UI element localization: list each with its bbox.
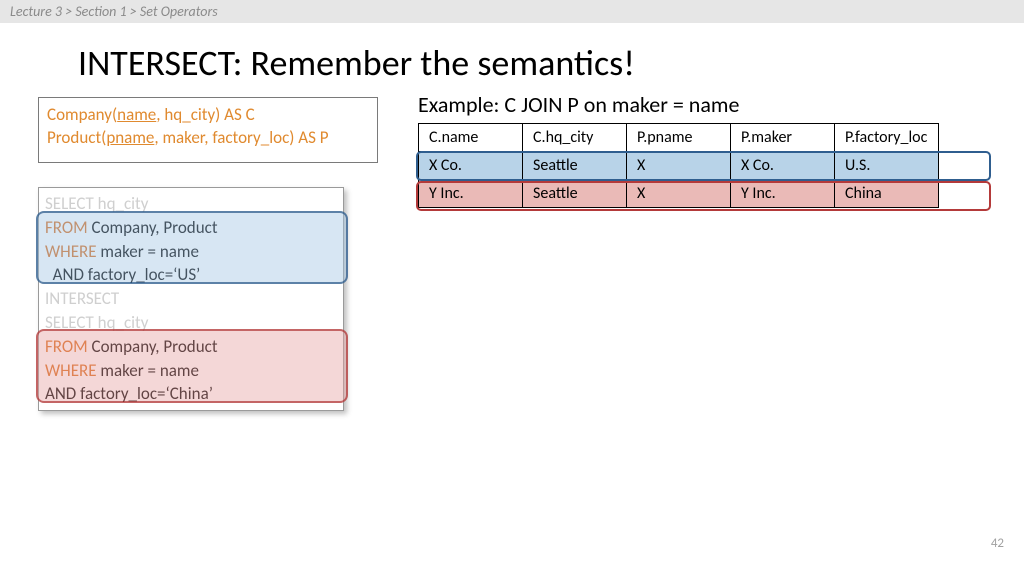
sql-line: AND factory_loc=‘US’ (45, 263, 337, 287)
schema-text: , maker, factory_loc) AS P (154, 127, 328, 148)
sql-text: Company, Product (88, 336, 218, 357)
sql-text: hq_city (94, 193, 149, 214)
table-header-row: C.name C.hq_city P.pname P.maker P.facto… (419, 124, 939, 152)
col-header: P.maker (731, 124, 835, 152)
sql-kw: WHERE (45, 360, 97, 381)
sql-text: Company, Product (88, 217, 218, 238)
sql-kw: AND (45, 383, 76, 404)
sql-line: WHERE maker = name (45, 359, 337, 383)
sql-text: hq_city (94, 312, 149, 333)
cell: X Co. (731, 152, 835, 180)
cell: X (627, 152, 731, 180)
schema-line-1: Company(name, hq_city) AS C (47, 104, 369, 127)
schema-text: Company( (47, 104, 117, 125)
sql-text: factory_loc=‘US’ (84, 264, 200, 285)
schema-underline: name (117, 104, 156, 125)
sql-text: factory_loc=‘China’ (76, 383, 213, 404)
table-row: Y Inc. Seattle X Y Inc. China (419, 180, 939, 208)
sql-kw: WHERE (45, 241, 97, 262)
example-label: Example: C JOIN P on maker = name (418, 91, 739, 118)
cell: Seattle (523, 152, 627, 180)
schema-text: , hq_city) AS C (156, 104, 254, 125)
cell: China (835, 180, 939, 208)
sql-kw: FROM (45, 336, 88, 357)
sql-line: AND factory_loc=‘China’ (45, 382, 337, 406)
schema-underline: pname (106, 127, 154, 148)
sql-text: maker = name (97, 241, 199, 262)
cell: Seattle (523, 180, 627, 208)
sql-kw: AND (45, 264, 84, 285)
cell: Y Inc. (419, 180, 523, 208)
sql-text: maker = name (97, 360, 199, 381)
sql-box: SELECT hq_city FROM Company, Product WHE… (38, 187, 344, 411)
sql-kw: FROM (45, 217, 88, 238)
sql-kw: SELECT (45, 312, 94, 333)
col-header: P.pname (627, 124, 731, 152)
sql-line: SELECT hq_city (45, 311, 337, 335)
cell: X (627, 180, 731, 208)
join-table: C.name C.hq_city P.pname P.maker P.facto… (418, 123, 939, 208)
sql-line: INTERSECT (45, 287, 337, 311)
table-row: X Co. Seattle X X Co. U.S. (419, 152, 939, 180)
schema-line-2: Product(pname, maker, factory_loc) AS P (47, 127, 369, 150)
slide-content: Company(name, hq_city) AS C Product(pnam… (0, 97, 1024, 567)
cell: X Co. (419, 152, 523, 180)
sql-line: FROM Company, Product (45, 335, 337, 359)
col-header: C.hq_city (523, 124, 627, 152)
schema-box: Company(name, hq_city) AS C Product(pnam… (38, 97, 378, 163)
col-header: P.factory_loc (835, 124, 939, 152)
schema-text: Product( (47, 127, 106, 148)
cell: U.S. (835, 152, 939, 180)
page-number: 42 (991, 536, 1004, 551)
breadcrumb: Lecture 3 > Section 1 > Set Operators (0, 0, 1024, 23)
sql-kw: INTERSECT (45, 288, 119, 309)
sql-block: SELECT hq_city FROM Company, Product WHE… (38, 187, 344, 411)
cell: Y Inc. (731, 180, 835, 208)
col-header: C.name (419, 124, 523, 152)
slide-title: INTERSECT: Remember the semantics! (78, 41, 1024, 85)
sql-line: FROM Company, Product (45, 216, 337, 240)
sql-line: WHERE maker = name (45, 240, 337, 264)
sql-kw: SELECT (45, 193, 94, 214)
sql-line: SELECT hq_city (45, 192, 337, 216)
